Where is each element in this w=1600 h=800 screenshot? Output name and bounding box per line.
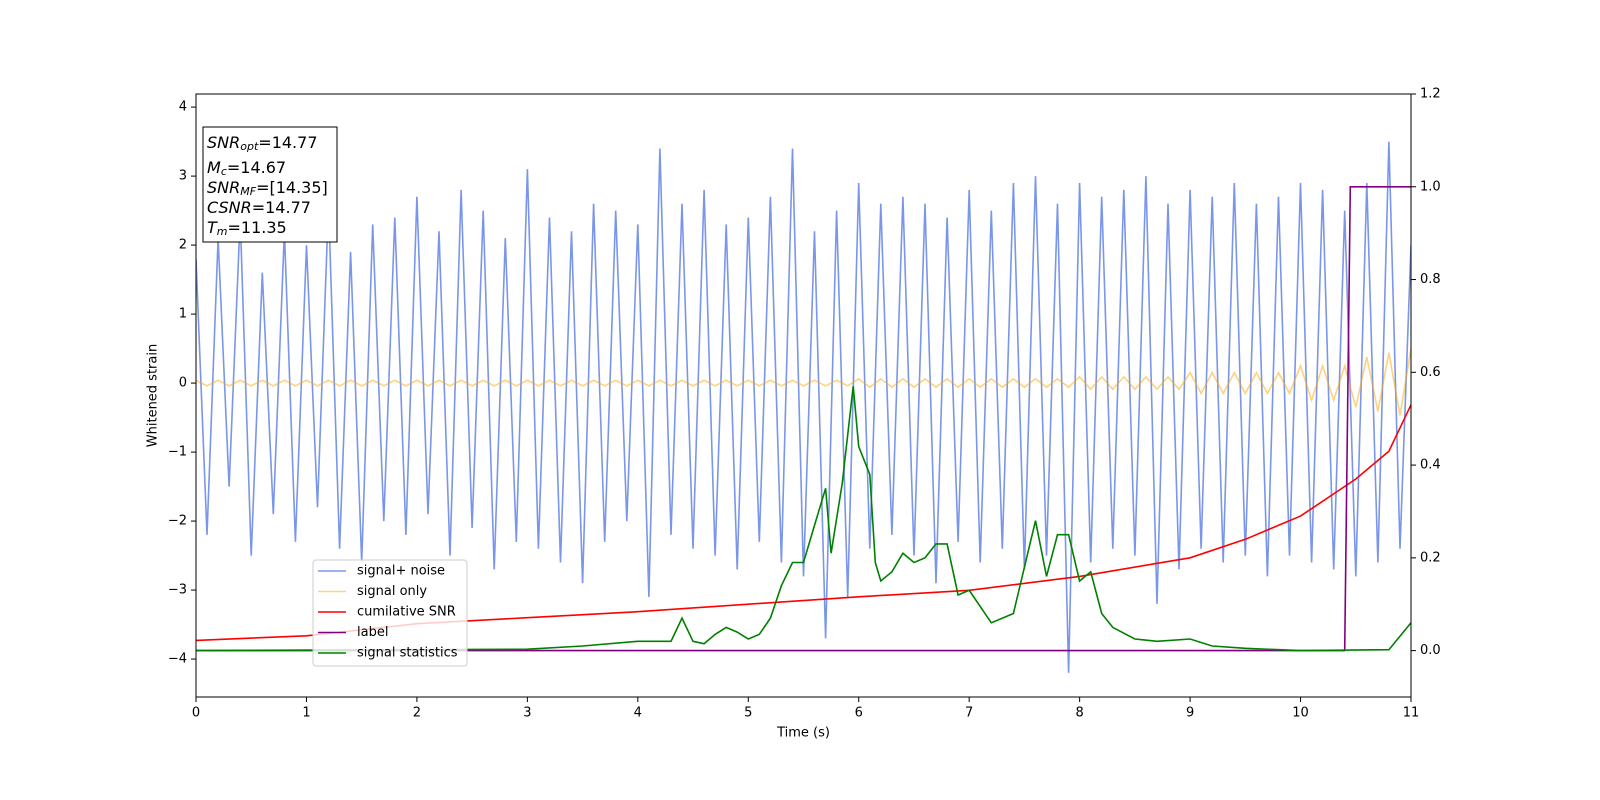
annotation-value: =14.67 (227, 158, 286, 177)
y-tick-label: −4 (168, 652, 187, 667)
y-tick-label: 2 (179, 238, 187, 253)
y-tick-label: −3 (168, 583, 187, 598)
x-tick-label: 11 (1403, 706, 1420, 721)
annotation-symbol: CSNR (207, 198, 252, 217)
legend-label: label (357, 625, 388, 640)
x-tick-label: 0 (192, 706, 200, 721)
annotation-line: SNRMF=[14.35] (207, 178, 328, 199)
annotation-sub: m (217, 225, 228, 238)
annotation-frame (202, 126, 338, 243)
annotation-symbol: M (207, 158, 221, 177)
x-tick-label: 2 (413, 706, 421, 721)
y-tick-label: 1 (179, 307, 187, 322)
series-line (196, 141, 1411, 673)
legend-label: cumilative SNR (357, 605, 456, 620)
annotation-line: SNRopt=14.77 (207, 133, 318, 154)
y2-tick-label: 0.6 (1420, 365, 1441, 380)
y-axis-label: Whitened strain (146, 344, 161, 447)
x-tick-label: 5 (744, 706, 752, 721)
plot-frame (195, 93, 1412, 698)
series-line (196, 386, 1411, 652)
annotation-symbol: T (207, 218, 218, 237)
annotation-value: =14.77 (252, 198, 311, 217)
x-tick-label: 3 (523, 706, 531, 721)
legend-label: signal+ noise (357, 564, 445, 579)
legend: signal+ noise signal only cumilative SNR la… (312, 559, 468, 667)
annotation-value: =11.35 (228, 218, 287, 237)
annotation-sub: MF (240, 185, 256, 198)
y2-tick-label: 1.0 (1420, 179, 1441, 194)
annotation-line: CSNR=14.77 (207, 198, 311, 217)
legend-frame (312, 559, 468, 667)
y-tick-label: 3 (179, 169, 187, 184)
annotation-symbol: SNR (207, 133, 240, 152)
series-line (196, 348, 1411, 416)
x-tick-label: 6 (855, 706, 863, 721)
annotation-symbol: SNR (207, 178, 240, 197)
annotation-value: =14.77 (258, 133, 317, 152)
x-tick-label: 4 (634, 706, 642, 721)
x-tick-label: 1 (302, 706, 310, 721)
x-tick-label: 7 (965, 706, 973, 721)
legend-label: signal only (357, 584, 427, 599)
y2-tick-label: 0.2 (1420, 550, 1441, 565)
y-tick-label: −2 (168, 514, 187, 529)
y2-tick-label: 1.2 (1420, 87, 1441, 102)
x-tick-label: 10 (1292, 706, 1309, 721)
annotation-line: Mc=14.67 (207, 158, 286, 179)
y2-tick-label: 0.0 (1420, 643, 1441, 658)
series-line (196, 186, 1411, 652)
y2-tick-label: 0.8 (1420, 272, 1441, 287)
x-tick-label: 9 (1186, 706, 1194, 721)
y2-tick-label: 0.4 (1420, 458, 1441, 473)
legend-label: signal statistics (357, 646, 458, 661)
annotation-line: Tm=11.35 (207, 218, 287, 239)
annotation-sub: c (221, 165, 227, 178)
y-tick-label: −1 (168, 445, 187, 460)
y-tick-label: 4 (179, 100, 187, 115)
annotation-value: =[14.35] (256, 178, 328, 197)
annotation-box: SNRopt=14.77Mc=14.67SNRMF=[14.35]CSNR=14… (202, 126, 338, 243)
y-tick-label: 0 (179, 376, 187, 391)
annotation-sub: opt (240, 140, 259, 153)
x-tick-label: 8 (1075, 706, 1083, 721)
x-axis-label: Time (s) (776, 726, 830, 741)
